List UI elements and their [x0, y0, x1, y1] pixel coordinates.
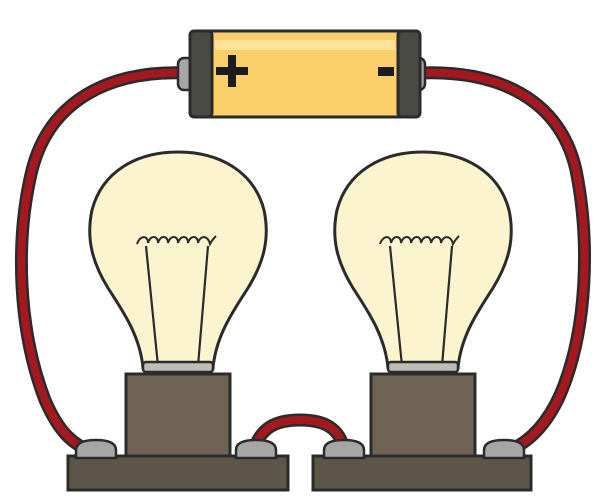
plus-symbol — [216, 55, 248, 87]
left-base-plate — [66, 454, 290, 492]
battery-positive-cap — [188, 29, 214, 119]
left-filament — [136, 235, 217, 247]
right-base-terminal-right — [482, 438, 526, 460]
right-base-plate — [311, 454, 533, 492]
wires — [15, 66, 591, 459]
minus-symbol — [378, 67, 394, 76]
bases — [66, 454, 533, 492]
battery-negative-cap — [396, 29, 422, 119]
terminals — [74, 438, 526, 460]
right-light-bulb — [333, 150, 513, 462]
left-base-terminal-right — [234, 438, 278, 460]
left-light-bulb — [88, 150, 268, 462]
right-filament — [379, 235, 460, 247]
left-base-terminal-left — [74, 438, 118, 460]
right-base-terminal-left — [322, 438, 366, 460]
left-bulb-socket — [124, 372, 232, 462]
left-bulb-glass — [88, 150, 268, 370]
right-bulb-glass — [333, 150, 513, 370]
battery — [176, 29, 427, 119]
right-bulb-socket — [369, 372, 477, 462]
